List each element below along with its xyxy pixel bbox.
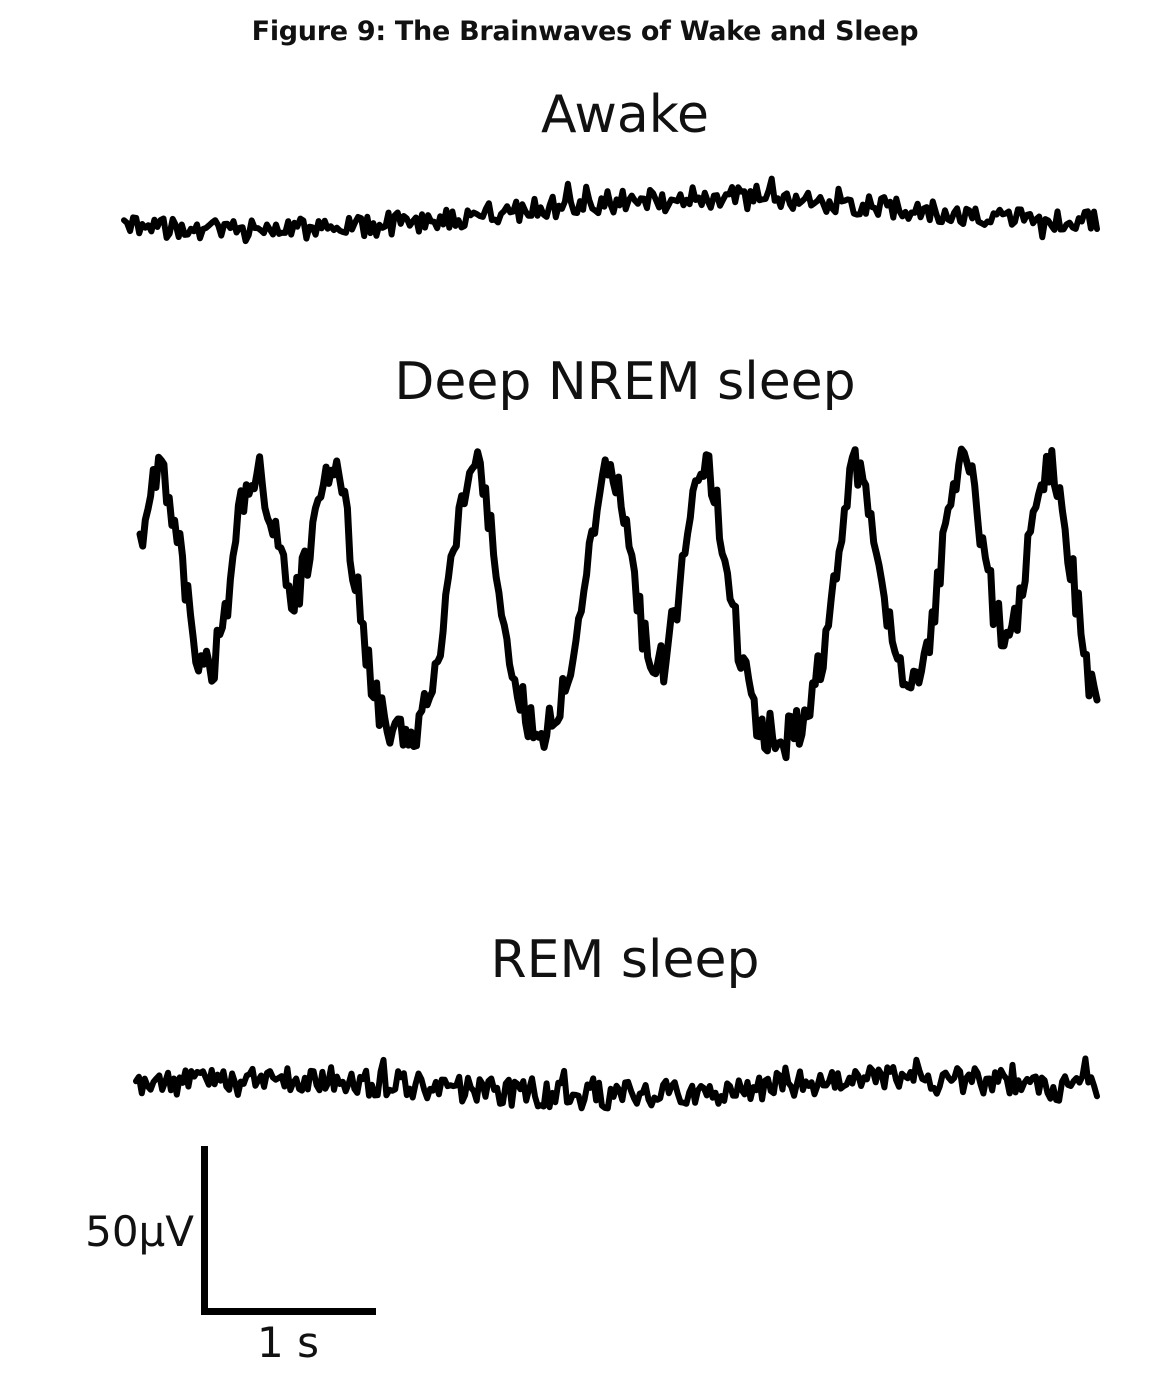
awake-eeg-trace [121, 175, 1100, 245]
rem-eeg-trace [133, 1055, 1100, 1112]
awake-trace-label: Awake [540, 85, 710, 145]
time-scale-label: 1 s [257, 1318, 319, 1367]
rem-trace-label: REM sleep [490, 930, 760, 990]
amplitude-scale-label: 50μV [85, 1207, 194, 1256]
nrem-trace-label: Deep NREM sleep [394, 352, 856, 412]
amplitude-scale-bar [201, 1146, 208, 1314]
nrem-eeg-trace [136, 445, 1101, 762]
time-scale-bar [201, 1308, 376, 1315]
figure-title: Figure 9: The Brainwaves of Wake and Sle… [251, 16, 919, 47]
